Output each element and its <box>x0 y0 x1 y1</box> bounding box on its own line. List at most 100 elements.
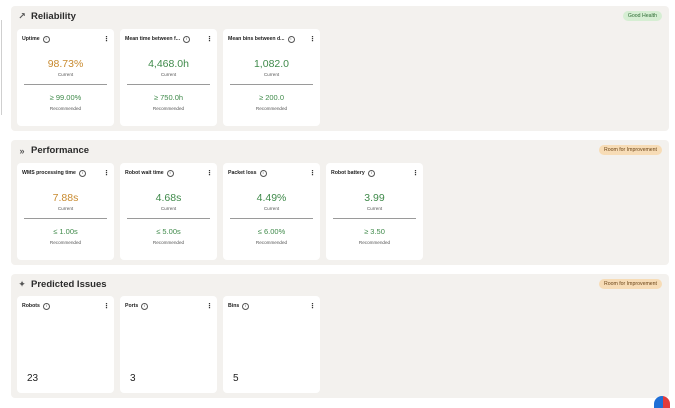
current-value: 4.68s <box>155 192 182 204</box>
current-value: 4,468.0h <box>148 58 189 70</box>
metric-card-robot-wait-time[interactable]: Robot wait time i ⋮ 4.68s Current ≤ 5.00… <box>120 163 217 260</box>
performance-header: » Performance Room for Improvement <box>11 140 669 162</box>
performance-status-badge: Room for Improvement <box>598 145 662 155</box>
reliability-title: ↗ Reliability <box>17 11 76 22</box>
more-options-icon[interactable]: ⋮ <box>206 169 213 177</box>
issue-card-bins[interactable]: Bins i ⋮ 5 <box>223 296 320 393</box>
metric-card-packet-loss[interactable]: Packet loss i ⋮ 4.49% Current ≤ 6.00% Re… <box>223 163 320 260</box>
current-label: Current <box>57 206 74 211</box>
issue-count: 3 <box>130 373 136 384</box>
divider <box>230 84 313 85</box>
card-header: Mean bins between d... i ⋮ <box>228 35 316 43</box>
recommended-label: Recommended <box>152 240 185 245</box>
card-header: Mean time between f... i ⋮ <box>125 35 213 43</box>
more-options-icon[interactable]: ⋮ <box>412 169 419 177</box>
performance-title-text: Performance <box>31 145 90 156</box>
info-icon[interactable]: i <box>78 169 86 177</box>
recommended-value: ≤ 6.00% <box>257 227 286 236</box>
card-header: Robots i ⋮ <box>22 302 110 310</box>
info-icon[interactable]: i <box>367 169 375 177</box>
card-title: Mean time between f... <box>125 36 181 42</box>
more-options-icon[interactable]: ⋮ <box>309 169 316 177</box>
trend-up-icon: ↗ <box>18 11 26 21</box>
current-value: 1,082.0 <box>253 58 290 70</box>
card-title: Bins <box>228 303 240 309</box>
current-value: 7.88s <box>52 192 79 204</box>
sparkle-icon: ✦ <box>18 279 26 289</box>
card-title: Robots <box>22 303 40 309</box>
info-icon[interactable]: i <box>166 169 174 177</box>
recommended-label: Recommended <box>255 106 288 111</box>
current-value: 4.49% <box>256 192 287 204</box>
current-label: Current <box>57 72 74 77</box>
divider <box>230 218 313 219</box>
metric-card-wms-processing-time[interactable]: WMS processing time i ⋮ 7.88s Current ≤ … <box>17 163 114 260</box>
more-options-icon[interactable]: ⋮ <box>103 169 110 177</box>
current-label: Current <box>160 72 177 77</box>
current-label: Current <box>366 206 383 211</box>
info-icon[interactable]: i <box>287 35 295 43</box>
recommended-label: Recommended <box>49 240 82 245</box>
card-title: Mean bins between d... <box>228 36 285 42</box>
metric-card-mbbd[interactable]: Mean bins between d... i ⋮ 1,082.0 Curre… <box>223 29 320 126</box>
info-icon[interactable]: i <box>42 35 50 43</box>
card-header: Robot wait time i ⋮ <box>125 169 213 177</box>
more-options-icon[interactable]: ⋮ <box>309 302 316 310</box>
card-header: Ports i ⋮ <box>125 302 213 310</box>
more-options-icon[interactable]: ⋮ <box>206 302 213 310</box>
more-options-icon[interactable]: ⋮ <box>103 35 110 43</box>
performance-title: » Performance <box>17 145 89 156</box>
divider <box>127 218 210 219</box>
recommended-value: ≥ 3.50 <box>364 227 385 236</box>
issue-card-ports[interactable]: Ports i ⋮ 3 <box>120 296 217 393</box>
predicted-issues-title: ✦ Predicted Issues <box>17 279 107 290</box>
card-header: Bins i ⋮ <box>228 302 316 310</box>
recommended-value: ≥ 750.0h <box>153 93 184 102</box>
metric-card-robot-battery[interactable]: Robot battery i ⋮ 3.99 Current ≥ 3.50 Re… <box>326 163 423 260</box>
current-label: Current <box>160 206 177 211</box>
current-label: Current <box>263 72 280 77</box>
metric-card-uptime[interactable]: Uptime i ⋮ 98.73% Current ≥ 99.00% Recom… <box>17 29 114 126</box>
metric-card-mtbf[interactable]: Mean time between f... i ⋮ 4,468.0h Curr… <box>120 29 217 126</box>
recommended-label: Recommended <box>255 240 288 245</box>
predicted-issues-panel: ✦ Predicted Issues Room for Improvement … <box>11 274 669 398</box>
more-options-icon[interactable]: ⋮ <box>103 302 110 310</box>
current-value: 3.99 <box>364 192 385 204</box>
performance-panel: » Performance Room for Improvement WMS p… <box>11 140 669 265</box>
card-header: Robot battery i ⋮ <box>331 169 419 177</box>
recommended-label: Recommended <box>358 240 391 245</box>
fast-forward-icon: » <box>19 145 25 156</box>
info-icon[interactable]: i <box>141 302 149 310</box>
card-title: Robot battery <box>331 170 365 176</box>
reliability-panel: ↗ Reliability Good Health Uptime i ⋮ 98.… <box>11 6 669 131</box>
more-options-icon[interactable]: ⋮ <box>309 35 316 43</box>
recommended-value: ≥ 200.0 <box>259 93 284 102</box>
predicted-issues-status-badge: Room for Improvement <box>598 279 662 289</box>
reliability-title-text: Reliability <box>31 11 76 22</box>
recommended-label: Recommended <box>152 106 185 111</box>
current-label: Current <box>263 206 280 211</box>
recommended-value: ≥ 99.00% <box>49 93 82 102</box>
issue-count: 23 <box>27 373 39 384</box>
divider <box>333 218 416 219</box>
current-value: 98.73% <box>47 58 84 70</box>
card-header: Uptime i ⋮ <box>22 35 110 43</box>
card-header: WMS processing time i ⋮ <box>22 169 110 177</box>
issue-count: 5 <box>233 373 239 384</box>
card-title: Ports <box>125 303 139 309</box>
info-icon[interactable]: i <box>42 302 50 310</box>
info-icon[interactable]: i <box>259 169 267 177</box>
issue-card-robots[interactable]: Robots i ⋮ 23 <box>17 296 114 393</box>
more-options-icon[interactable]: ⋮ <box>206 35 213 43</box>
chat-widget-icon[interactable] <box>654 396 670 408</box>
info-icon[interactable]: i <box>183 35 191 43</box>
reliability-status-badge: Good Health <box>622 11 662 21</box>
window-edge-line <box>1 20 2 115</box>
predicted-issues-header: ✦ Predicted Issues Room for Improvement <box>11 274 669 296</box>
card-header: Packet loss i ⋮ <box>228 169 316 177</box>
predicted-issues-title-text: Predicted Issues <box>31 279 107 290</box>
divider <box>127 84 210 85</box>
recommended-value: ≤ 1.00s <box>53 227 78 236</box>
info-icon[interactable]: i <box>242 302 250 310</box>
card-title: Robot wait time <box>125 170 164 176</box>
